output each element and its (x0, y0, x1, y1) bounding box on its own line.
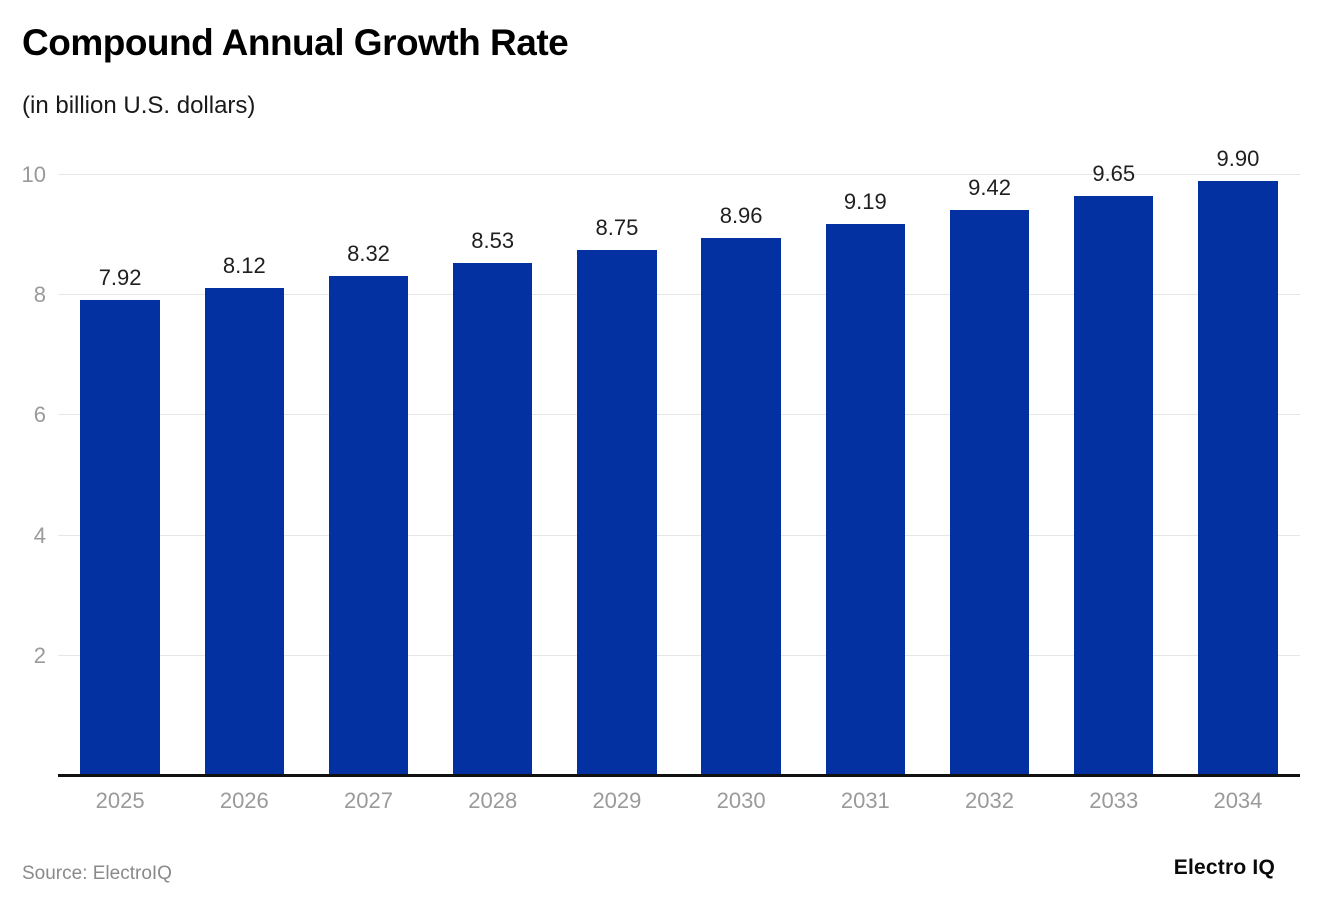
gridline (58, 414, 1300, 416)
bar-group: 9.90 (1176, 146, 1300, 776)
bar-value-label: 8.32 (347, 240, 390, 266)
x-tick-label: 2034 (1213, 788, 1263, 813)
bar (1073, 196, 1154, 776)
bar-group: 8.12 (182, 175, 306, 776)
bar (204, 288, 285, 776)
bar-value-label: 9.19 (843, 188, 887, 214)
y-tick-label: 4 (33, 522, 46, 548)
bar (825, 223, 906, 776)
x-tick-label: 2029 (592, 788, 642, 813)
bar-group: 8.53 (431, 175, 555, 776)
y-tick-label: 8 (33, 282, 46, 308)
x-tick-label: 2030 (716, 788, 766, 813)
x-tick-label: 2032 (965, 788, 1014, 813)
x-tick-label: 2033 (1089, 788, 1139, 813)
bar-value-label: 8.12 (222, 253, 266, 278)
bar-value-label: 8.96 (719, 202, 763, 228)
bar-group: 8.96 (679, 175, 803, 776)
chart-title: Compound Annual Growth Rate (22, 22, 569, 63)
bar-group: 9.19 (803, 175, 927, 776)
y-tick-label: 10 (21, 162, 46, 187)
chart-subtitle: (in billion U.S. dollars) (22, 92, 256, 119)
gridline (58, 294, 1300, 296)
bar-value-label: 8.75 (595, 215, 639, 241)
bar (701, 237, 781, 776)
y-tick-label: 2 (33, 642, 46, 668)
bar (80, 300, 160, 776)
bar (328, 275, 409, 776)
bar-value-label: 9.65 (1092, 161, 1136, 187)
brand-logo: Electro IQ (1173, 856, 1275, 879)
bar-group: 9.65 (1052, 161, 1176, 776)
x-axis-labels: 2025 2026 2027 2028 2029 2030 2031 2032 2033 2034 (58, 788, 1300, 814)
bar-value-label: 7.92 (98, 265, 142, 291)
bar-value-label: 8.53 (471, 228, 515, 254)
x-tick-label: 2027 (344, 788, 393, 813)
source-note: Source: ElectroIQ (22, 863, 172, 884)
bar (452, 263, 533, 776)
bar (949, 209, 1030, 776)
bar-group: 7.92 (58, 175, 182, 776)
bar-value-label: 9.90 (1216, 146, 1260, 172)
bar-group: 8.75 (555, 175, 679, 776)
bars-row: 7.92 8.12 8.32 8.53 8.75 8.96 9.19 9.42 9.65 9.90 (58, 146, 1300, 776)
x-tick-label: 2025 (95, 788, 145, 813)
bar (577, 250, 657, 776)
gridline (58, 174, 1300, 175)
x-axis-line (58, 774, 1300, 777)
y-tick-label: 6 (33, 402, 46, 428)
gridline (58, 534, 1300, 536)
x-tick-label: 2026 (219, 788, 269, 813)
bar-value-label: 9.42 (968, 174, 1011, 200)
bar (1198, 181, 1278, 776)
x-tick-label: 2028 (468, 788, 518, 813)
gridline (58, 654, 1300, 656)
plot-area: 7.92 8.12 8.32 8.53 8.75 8.96 9.19 9.42 9.65 9.90… (22, 146, 1300, 777)
bar-group: 9.42 (927, 175, 1051, 776)
bar-group: 8.32 (306, 175, 430, 776)
x-tick-label: 2031 (840, 788, 890, 813)
